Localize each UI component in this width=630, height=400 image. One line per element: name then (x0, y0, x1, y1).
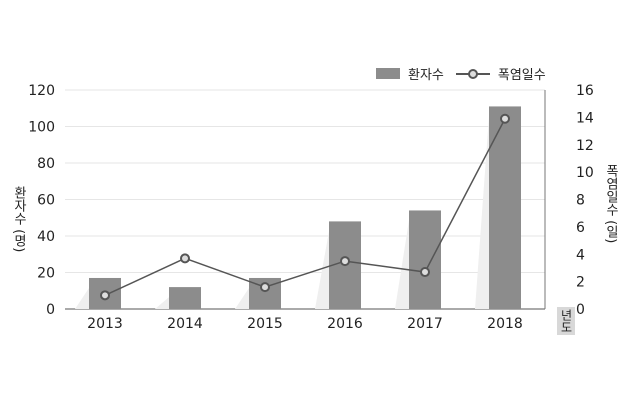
y-left-tick-label: 60 (37, 193, 55, 209)
y-right-tick-label: 14 (576, 110, 594, 126)
line-series (100, 113, 510, 301)
y-axis-right-label: 폭염일수 (일) (603, 164, 618, 244)
x-tick-label: 2014 (167, 316, 203, 332)
bar (489, 106, 521, 309)
line-point (180, 253, 190, 264)
x-tick-label: 2016 (327, 316, 363, 332)
y-right-tick-label: 2 (576, 275, 585, 291)
x-tick-label: 2013 (87, 316, 123, 332)
legend-item-line: 폭염일수 (455, 64, 546, 83)
x-axis: 2013 2014 2015 2016 2017 2018 (87, 316, 523, 332)
gridlines (65, 89, 546, 310)
y-left-tick-label: 120 (28, 83, 55, 99)
y-right-tick-label: 16 (576, 83, 594, 99)
y-axis-right: 0 2 4 6 8 10 12 14 16 (576, 83, 594, 318)
legend-swatch-bar (376, 68, 400, 79)
legend: 환자수 폭염일수 (376, 64, 558, 83)
line-point (420, 267, 430, 278)
bar-series (75, 106, 521, 309)
y-left-tick-label: 100 (28, 120, 55, 136)
y-axis-left: 0 20 40 60 80 100 120 (28, 83, 55, 318)
x-tick-label: 2015 (247, 316, 283, 332)
y-right-tick-label: 4 (576, 247, 585, 263)
y-right-tick-label: 8 (576, 193, 585, 209)
y-left-tick-label: 0 (46, 302, 55, 318)
bar-shadow (235, 287, 249, 309)
x-tick-label: 2017 (407, 316, 443, 332)
y-right-tick-label: 6 (576, 220, 585, 236)
x-tick-label: 2018 (487, 316, 523, 332)
bar-shadow (395, 220, 409, 309)
y-left-tick-label: 20 (37, 266, 55, 282)
line-point (340, 256, 350, 267)
y-right-tick-label: 0 (576, 302, 585, 318)
y-right-tick-label: 12 (576, 138, 594, 154)
bar (169, 287, 201, 309)
legend-label-line: 폭염일수 (497, 68, 546, 83)
legend-item-bar: 환자수 (376, 64, 444, 83)
y-right-tick-label: 10 (576, 165, 594, 181)
bar-shadow (155, 297, 169, 309)
bar-shadow (75, 287, 89, 309)
line-point (100, 290, 110, 301)
y-left-tick-label: 80 (37, 156, 55, 172)
line-point (260, 282, 270, 293)
bar (409, 210, 441, 309)
bar-shadow (475, 116, 489, 309)
y-left-tick-label: 40 (37, 229, 55, 245)
x-axis-label: 년도 (557, 307, 575, 335)
legend-swatch-line (455, 68, 490, 80)
line-point (500, 113, 510, 124)
legend-label-bar: 환자수 (408, 68, 444, 83)
y-axis-left-label: 환자수 (명) (11, 186, 26, 253)
bar-shadow (315, 231, 329, 309)
line-path (104, 118, 506, 296)
